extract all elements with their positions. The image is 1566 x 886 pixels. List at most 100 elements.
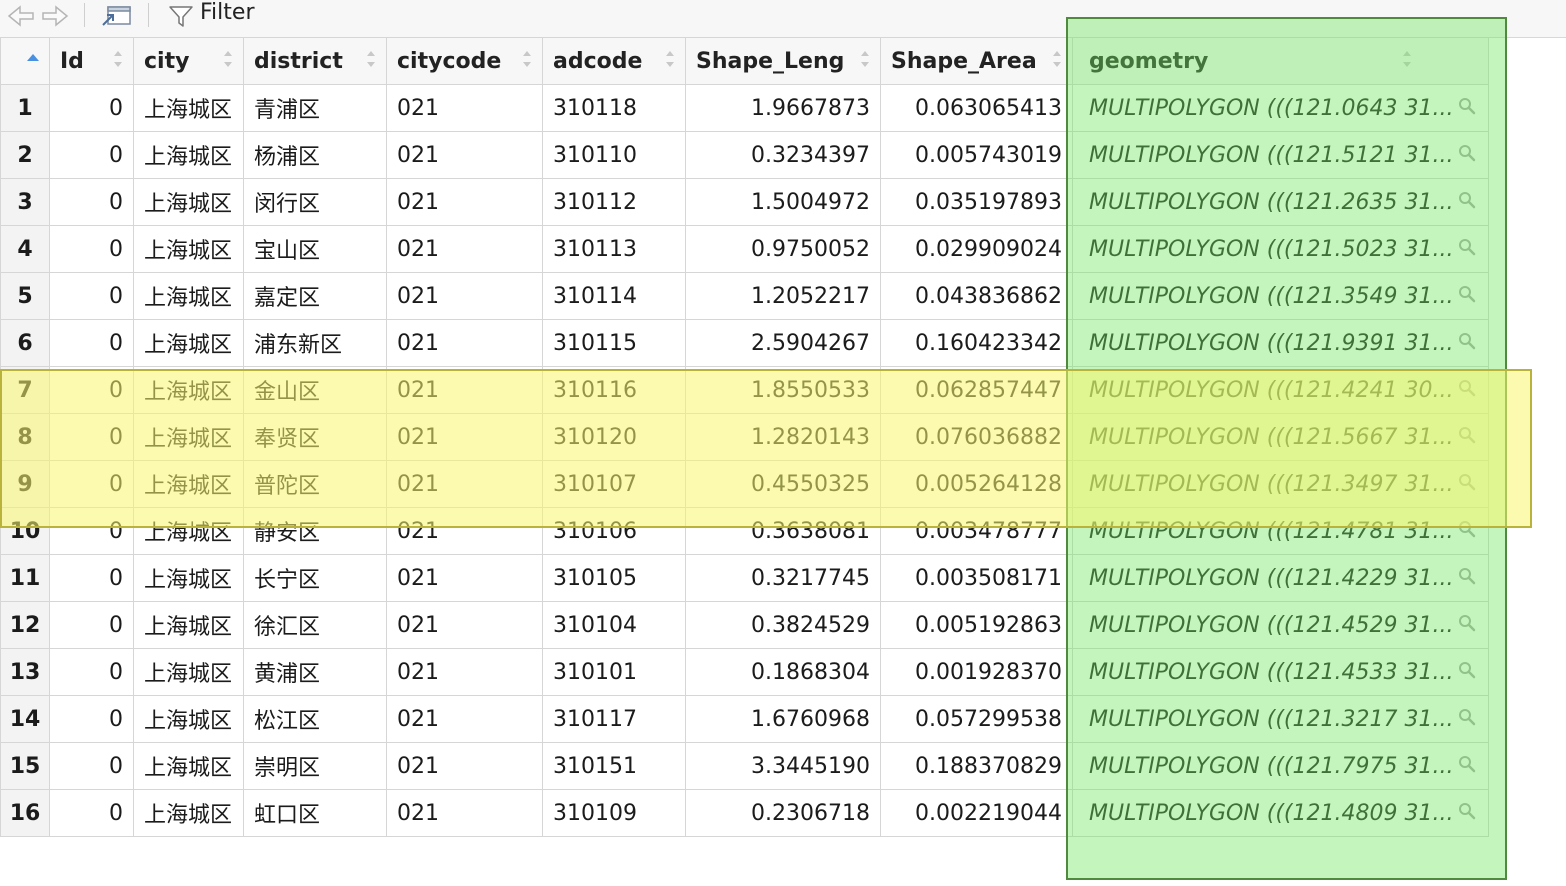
cell-citycode[interactable]: 021 <box>386 554 543 602</box>
magnifier-icon[interactable] <box>1458 755 1476 773</box>
cell-city[interactable]: 上海城区 <box>133 272 244 320</box>
cell-geometry[interactable]: MULTIPOLYGON (((121.5667 31... <box>1072 413 1489 461</box>
cell-geometry[interactable]: MULTIPOLYGON (((121.4781 31... <box>1072 507 1489 555</box>
table-row[interactable]: 5 0 上海城区 嘉定区 021 310114 1.2052217 0.043836862 MU… <box>0 272 1489 320</box>
cell-shape-area[interactable]: 0.160423342 <box>880 319 1073 367</box>
cell-city[interactable]: 上海城区 <box>133 460 244 508</box>
magnifier-icon[interactable] <box>1458 661 1476 679</box>
cell-shape-leng[interactable]: 0.9750052 <box>685 225 881 273</box>
cell-adcode[interactable]: 310104 <box>542 601 686 649</box>
cell-shape-area[interactable]: 0.005743019 <box>880 131 1073 179</box>
cell-adcode[interactable]: 310116 <box>542 366 686 414</box>
rownum[interactable]: 11 <box>0 554 50 602</box>
cell-adcode[interactable]: 310113 <box>542 225 686 273</box>
cell-id[interactable]: 0 <box>49 366 134 414</box>
cell-adcode[interactable]: 310109 <box>542 789 686 837</box>
cell-shape-leng[interactable]: 0.3234397 <box>685 131 881 179</box>
table-row[interactable]: 15 0 上海城区 崇明区 021 310151 3.3445190 0.188370829 M… <box>0 742 1489 790</box>
cell-shape-area[interactable]: 0.062857447 <box>880 366 1073 414</box>
cell-id[interactable]: 0 <box>49 84 134 132</box>
cell-adcode[interactable]: 310101 <box>542 648 686 696</box>
cell-citycode[interactable]: 021 <box>386 789 543 837</box>
cell-shape-area[interactable]: 0.188370829 <box>880 742 1073 790</box>
column-header-district[interactable]: district <box>243 37 387 85</box>
cell-shape-leng[interactable]: 0.1868304 <box>685 648 881 696</box>
magnifier-icon[interactable] <box>1458 379 1476 397</box>
cell-adcode[interactable]: 310114 <box>542 272 686 320</box>
cell-shape-leng[interactable]: 1.2820143 <box>685 413 881 461</box>
table-row[interactable]: 1 0 上海城区 青浦区 021 310118 1.9667873 0.063065413 MU… <box>0 84 1489 132</box>
cell-id[interactable]: 0 <box>49 648 134 696</box>
table-row[interactable]: 10 0 上海城区 静安区 021 310106 0.3638081 0.003478777 M… <box>0 507 1489 555</box>
cell-citycode[interactable]: 021 <box>386 272 543 320</box>
cell-district[interactable]: 奉贤区 <box>243 413 387 461</box>
cell-shape-area[interactable]: 0.001928370 <box>880 648 1073 696</box>
rownum[interactable]: 14 <box>0 695 50 743</box>
table-row[interactable]: 7 0 上海城区 金山区 021 310116 1.8550533 0.062857447 MU… <box>0 366 1489 414</box>
cell-geometry[interactable]: MULTIPOLYGON (((121.5023 31... <box>1072 225 1489 273</box>
cell-shape-area[interactable]: 0.057299538 <box>880 695 1073 743</box>
cell-shape-leng[interactable]: 1.8550533 <box>685 366 881 414</box>
cell-shape-leng[interactable]: 1.9667873 <box>685 84 881 132</box>
filter-button[interactable] <box>166 2 196 30</box>
cell-district[interactable]: 徐汇区 <box>243 601 387 649</box>
cell-geometry[interactable]: MULTIPOLYGON (((121.4809 31... <box>1072 789 1489 837</box>
rownum[interactable]: 10 <box>0 507 50 555</box>
magnifier-icon[interactable] <box>1458 97 1476 115</box>
back-button[interactable] <box>4 2 38 30</box>
cell-shape-leng[interactable]: 0.3217745 <box>685 554 881 602</box>
cell-city[interactable]: 上海城区 <box>133 507 244 555</box>
cell-adcode[interactable]: 310118 <box>542 84 686 132</box>
cell-shape-area[interactable]: 0.002219044 <box>880 789 1073 837</box>
cell-city[interactable]: 上海城区 <box>133 695 244 743</box>
cell-district[interactable]: 静安区 <box>243 507 387 555</box>
cell-adcode[interactable]: 310110 <box>542 131 686 179</box>
cell-shape-leng[interactable]: 2.5904267 <box>685 319 881 367</box>
cell-shape-area[interactable]: 0.003508171 <box>880 554 1073 602</box>
cell-shape-leng[interactable]: 3.3445190 <box>685 742 881 790</box>
cell-shape-area[interactable]: 0.063065413 <box>880 84 1073 132</box>
rownum[interactable]: 3 <box>0 178 50 226</box>
magnifier-icon[interactable] <box>1458 426 1476 444</box>
cell-adcode[interactable]: 310105 <box>542 554 686 602</box>
rownum[interactable]: 15 <box>0 742 50 790</box>
magnifier-icon[interactable] <box>1458 614 1476 632</box>
cell-district[interactable]: 黄浦区 <box>243 648 387 696</box>
cell-citycode[interactable]: 021 <box>386 601 543 649</box>
cell-geometry[interactable]: MULTIPOLYGON (((121.3217 31... <box>1072 695 1489 743</box>
cell-shape-area[interactable]: 0.029909024 <box>880 225 1073 273</box>
table-row[interactable]: 11 0 上海城区 长宁区 021 310105 0.3217745 0.003508171 M… <box>0 554 1489 602</box>
magnifier-icon[interactable] <box>1458 191 1476 209</box>
cell-district[interactable]: 崇明区 <box>243 742 387 790</box>
rownum[interactable]: 1 <box>0 84 50 132</box>
cell-shape-area[interactable]: 0.005192863 <box>880 601 1073 649</box>
cell-city[interactable]: 上海城区 <box>133 742 244 790</box>
cell-citycode[interactable]: 021 <box>386 319 543 367</box>
cell-district[interactable]: 嘉定区 <box>243 272 387 320</box>
cell-adcode[interactable]: 310107 <box>542 460 686 508</box>
cell-geometry[interactable]: MULTIPOLYGON (((121.4533 31... <box>1072 648 1489 696</box>
magnifier-icon[interactable] <box>1458 238 1476 256</box>
cell-city[interactable]: 上海城区 <box>133 789 244 837</box>
magnifier-icon[interactable] <box>1458 285 1476 303</box>
cell-district[interactable]: 长宁区 <box>243 554 387 602</box>
column-header-geometry[interactable]: geometry <box>1072 37 1489 85</box>
cell-geometry[interactable]: MULTIPOLYGON (((121.3549 31... <box>1072 272 1489 320</box>
cell-city[interactable]: 上海城区 <box>133 648 244 696</box>
cell-city[interactable]: 上海城区 <box>133 178 244 226</box>
cell-city[interactable]: 上海城区 <box>133 225 244 273</box>
cell-citycode[interactable]: 021 <box>386 225 543 273</box>
popout-button[interactable] <box>98 2 134 30</box>
cell-district[interactable]: 金山区 <box>243 366 387 414</box>
cell-citycode[interactable]: 021 <box>386 648 543 696</box>
table-row[interactable]: 8 0 上海城区 奉贤区 021 310120 1.2820143 0.076036882 MU… <box>0 413 1489 461</box>
rownum[interactable]: 5 <box>0 272 50 320</box>
table-row[interactable]: 2 0 上海城区 杨浦区 021 310110 0.3234397 0.005743019 MU… <box>0 131 1489 179</box>
cell-shape-leng[interactable]: 0.2306718 <box>685 789 881 837</box>
cell-id[interactable]: 0 <box>49 789 134 837</box>
filter-label[interactable]: Filter <box>200 0 255 25</box>
cell-id[interactable]: 0 <box>49 413 134 461</box>
cell-district[interactable]: 宝山区 <box>243 225 387 273</box>
table-row[interactable]: 3 0 上海城区 闵行区 021 310112 1.5004972 0.035197893 MU… <box>0 178 1489 226</box>
table-row[interactable]: 12 0 上海城区 徐汇区 021 310104 0.3824529 0.005192863 M… <box>0 601 1489 649</box>
